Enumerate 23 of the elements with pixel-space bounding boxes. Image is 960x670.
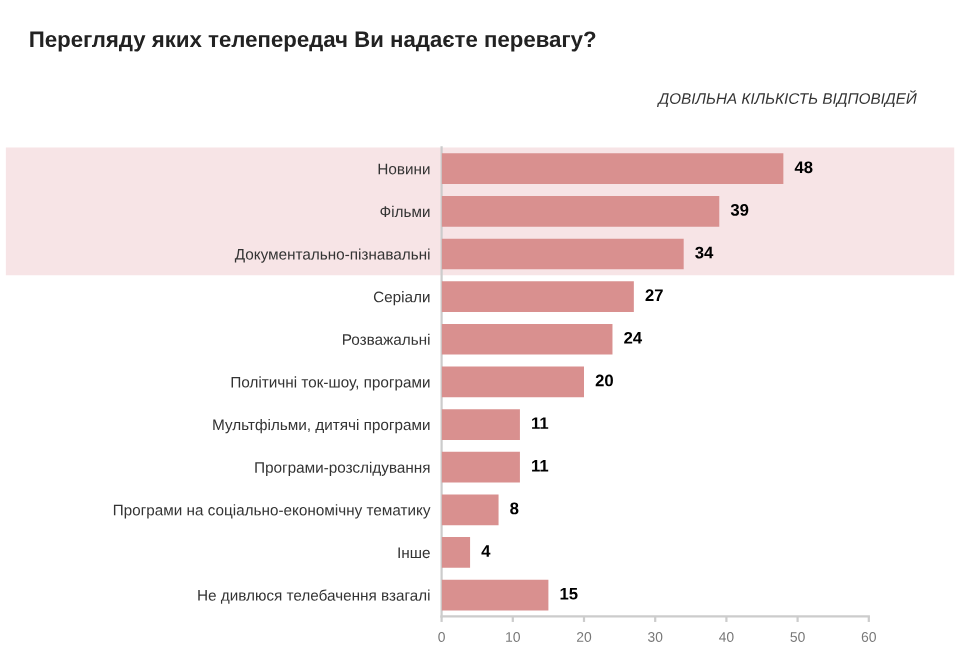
bar [441, 494, 499, 526]
data-label: 11 [532, 417, 549, 429]
bar [441, 579, 549, 611]
bar [441, 451, 520, 483]
bar [441, 281, 634, 312]
data-label: 15 [560, 587, 578, 600]
bar [441, 409, 520, 440]
data-label: 34 [695, 246, 714, 259]
data-label: 48 [794, 161, 813, 174]
data-label: 20 [595, 374, 613, 387]
bar [441, 323, 613, 355]
bar [441, 366, 584, 398]
data-label: 39 [730, 204, 749, 216]
data-label: 11 [532, 460, 549, 472]
bar [441, 238, 684, 270]
bar [441, 537, 471, 568]
bar [441, 196, 720, 227]
data-label: 8 [510, 502, 519, 515]
data-label: 24 [624, 331, 643, 344]
chart-title: Перегляду яких телепередач Ви надаєте перевагу? [30, 31, 596, 52]
data-label: 27 [645, 289, 663, 301]
data-label: 4 [481, 545, 491, 557]
bar [441, 153, 784, 185]
